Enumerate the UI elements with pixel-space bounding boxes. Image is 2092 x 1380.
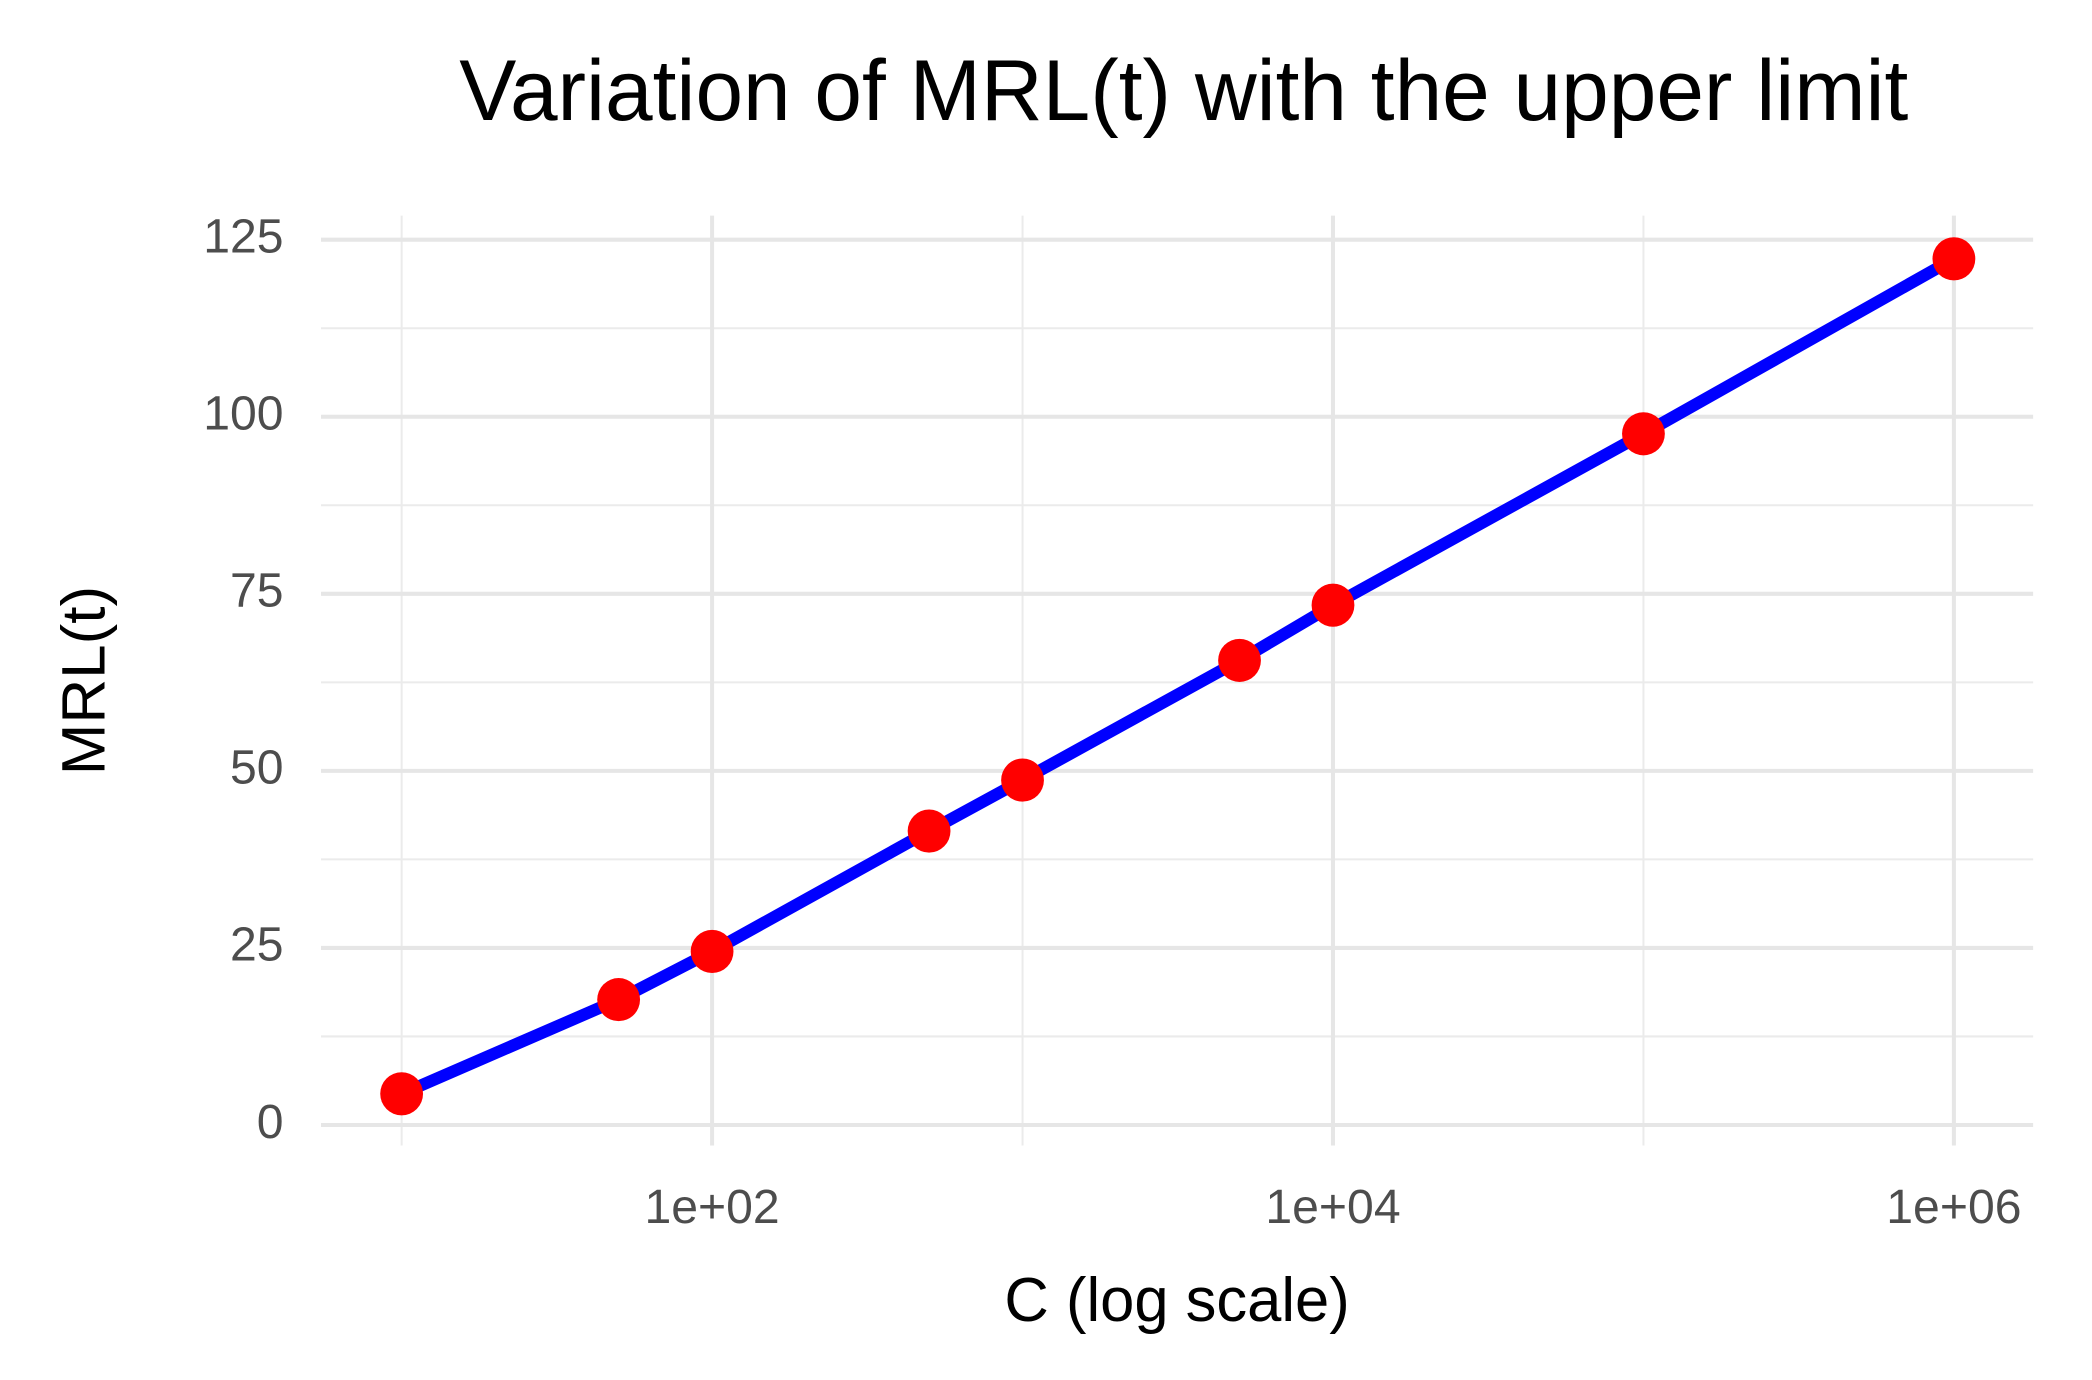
- data-point: [1001, 758, 1044, 802]
- data-point: [907, 809, 951, 853]
- chart-title: Variation of MRL(t) with the upper limit: [459, 43, 1908, 139]
- x-tick-label: 1e+06: [1886, 1180, 2021, 1234]
- data-point: [690, 929, 734, 974]
- y-tick-label: 0: [257, 1095, 284, 1149]
- y-tick-label: 50: [230, 741, 284, 795]
- x-axis-label: C (log scale): [1004, 1266, 1349, 1335]
- y-axis-label: MRL(t): [50, 586, 119, 775]
- data-point: [1622, 412, 1665, 456]
- data-point: [1218, 638, 1261, 682]
- x-tick-label: 1e+04: [1265, 1180, 1400, 1234]
- data-point: [380, 1072, 424, 1116]
- data-point: [597, 978, 641, 1022]
- y-tick-label: 75: [230, 563, 284, 617]
- y-tick-label: 100: [203, 386, 283, 440]
- data-line: [399, 253, 1957, 1100]
- x-tick-label: 1e+02: [644, 1180, 779, 1234]
- y-tick-label: 25: [230, 918, 284, 972]
- data-point: [1311, 583, 1355, 627]
- data-point: [1932, 237, 1976, 281]
- y-tick-label: 125: [203, 209, 283, 263]
